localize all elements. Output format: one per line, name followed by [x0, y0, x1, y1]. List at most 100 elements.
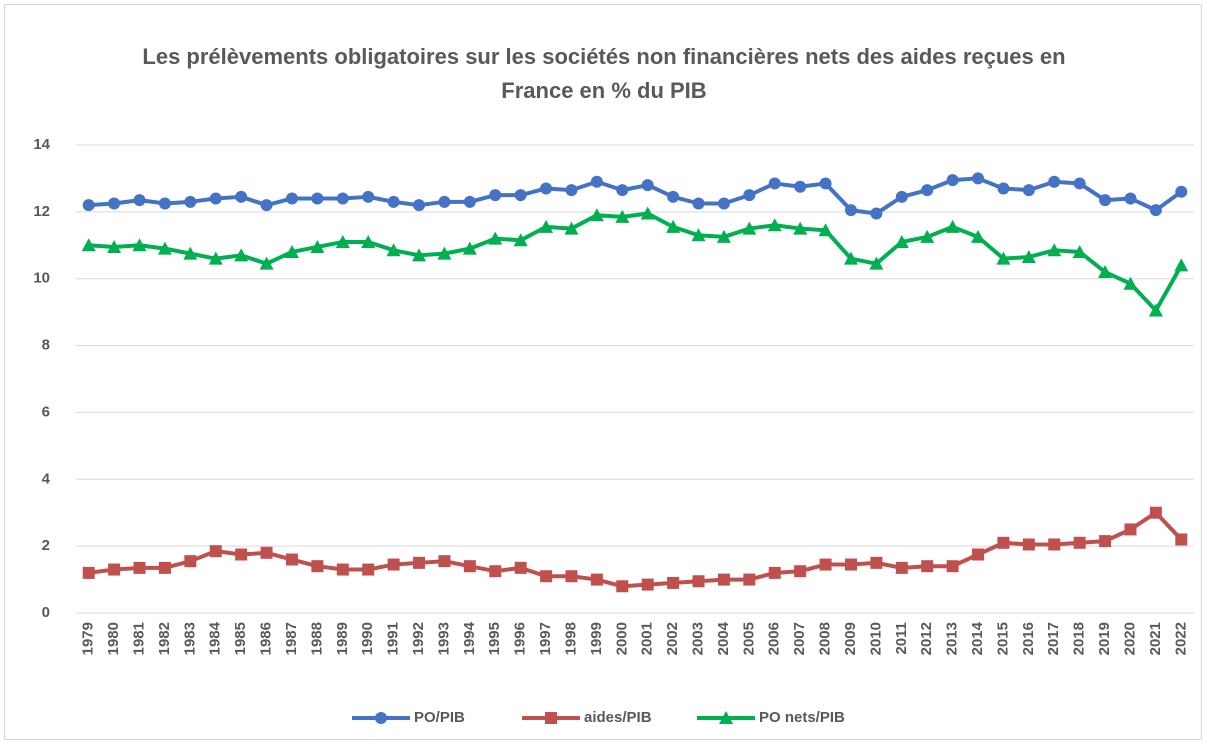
marker [768, 566, 781, 579]
marker [310, 239, 325, 253]
y-tick-label: 6 [42, 403, 50, 420]
marker [463, 560, 476, 573]
marker [1073, 177, 1086, 190]
x-tick-label: 2010 [867, 622, 884, 655]
marker [1021, 249, 1036, 263]
marker [209, 192, 222, 205]
marker [997, 182, 1010, 195]
marker [514, 561, 527, 574]
marker [413, 556, 426, 569]
marker [361, 234, 376, 248]
marker [818, 223, 833, 237]
chart-title: Les prélèvements obligatoires sur les so… [142, 44, 1066, 103]
marker [412, 248, 427, 262]
series-line [88, 176, 1183, 216]
marker [794, 180, 807, 193]
marker [235, 548, 248, 561]
y-tick-label: 10 [33, 270, 50, 287]
marker [81, 238, 96, 252]
marker [641, 578, 654, 591]
marker [945, 219, 960, 233]
marker [667, 190, 680, 203]
x-tick-label: 2007 [791, 622, 808, 655]
marker [132, 238, 147, 252]
marker [1099, 194, 1112, 207]
x-tick-label: 1982 [156, 622, 173, 655]
x-tick-label: 1993 [435, 622, 452, 655]
x-tick-label: 2004 [715, 621, 732, 655]
x-tick-label: 1983 [181, 622, 198, 655]
marker [946, 174, 959, 187]
marker [996, 251, 1011, 265]
y-tick-label: 12 [33, 203, 50, 220]
marker [590, 573, 603, 586]
marker [158, 561, 171, 574]
marker [285, 553, 298, 566]
marker [540, 182, 553, 195]
x-tick-label: 1984 [207, 621, 224, 655]
marker [437, 246, 452, 260]
x-tick-label: 1991 [385, 622, 402, 655]
x-tick-label: 2011 [893, 622, 910, 655]
marker [921, 560, 934, 573]
marker [819, 177, 832, 190]
marker [108, 197, 121, 210]
marker [767, 218, 782, 232]
x-tick-label: 1997 [537, 622, 554, 655]
marker [1124, 192, 1137, 205]
x-tick-label: 2008 [817, 622, 834, 655]
marker [311, 192, 324, 205]
marker [208, 251, 223, 265]
marker [997, 536, 1010, 549]
x-tick-label: 1999 [588, 622, 605, 655]
marker [513, 233, 528, 247]
marker [1022, 538, 1035, 551]
marker [1048, 175, 1061, 188]
x-tick-label: 1988 [308, 622, 325, 655]
x-tick-label: 1987 [283, 622, 300, 655]
marker [869, 256, 884, 270]
marker [362, 190, 375, 203]
marker [564, 221, 579, 235]
marker [768, 177, 781, 190]
marker [108, 563, 121, 576]
marker [895, 561, 908, 574]
marker [540, 570, 553, 583]
marker [691, 228, 706, 242]
marker [462, 241, 477, 255]
marker [413, 199, 426, 212]
legend-label: aides/PIB [584, 709, 652, 726]
marker [692, 197, 705, 210]
marker [1022, 184, 1035, 197]
marker [158, 197, 171, 210]
y-tick-label: 14 [33, 136, 50, 153]
series-line [88, 510, 1183, 589]
marker [1123, 276, 1138, 290]
y-tick-label: 0 [42, 604, 50, 621]
marker [946, 560, 959, 573]
x-tick-label: 1990 [359, 622, 376, 655]
marker [285, 192, 298, 205]
marker [1098, 265, 1113, 279]
marker [157, 241, 172, 255]
marker [589, 208, 604, 222]
marker [743, 189, 756, 202]
marker [183, 246, 198, 260]
marker [565, 570, 578, 583]
marker [387, 558, 400, 571]
marker [489, 189, 502, 202]
marker [209, 545, 222, 558]
x-tick-label: 2003 [689, 622, 706, 655]
marker [1174, 258, 1189, 272]
x-tick-label: 2000 [613, 622, 630, 655]
marker [971, 229, 986, 243]
marker [260, 199, 273, 212]
marker [1149, 204, 1162, 217]
marker [1175, 533, 1188, 546]
marker [82, 199, 95, 212]
x-tick-label: 2017 [1045, 622, 1062, 655]
x-tick-label: 2022 [1172, 622, 1189, 655]
x-tick-label: 2020 [1121, 622, 1138, 655]
